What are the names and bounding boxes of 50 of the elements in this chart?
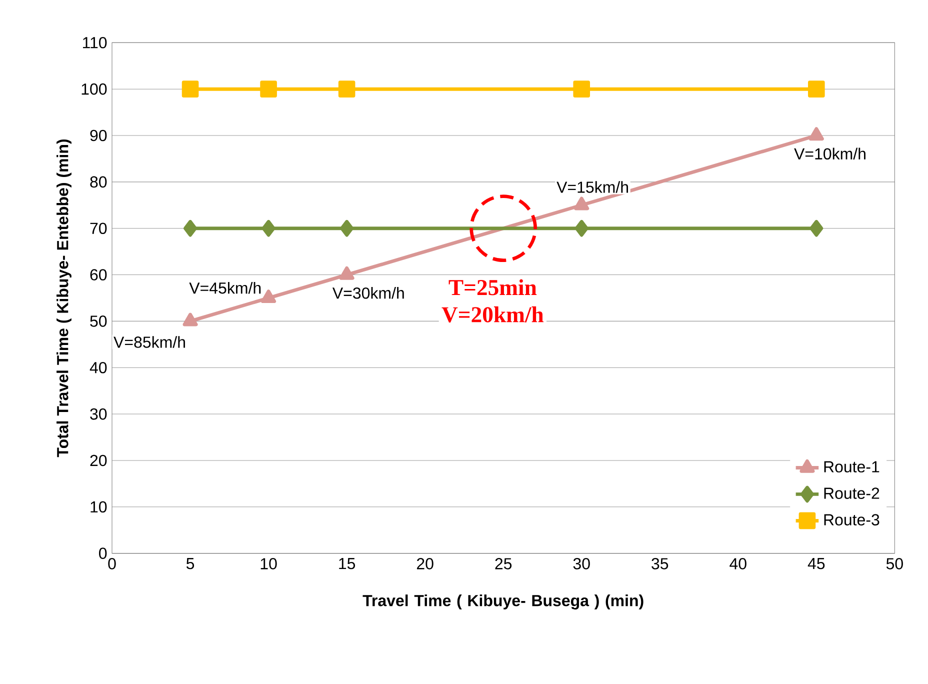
annotation: T=25min — [448, 279, 537, 296]
annotation: V=85km/h — [114, 336, 185, 348]
x-tick-label: 40 — [730, 558, 746, 570]
point — [808, 127, 824, 141]
point — [340, 220, 354, 237]
annotation: V=10km/h — [794, 148, 866, 160]
point — [261, 290, 276, 304]
point — [184, 220, 198, 237]
x-axis-title: Travel Time ( Kibuye- Busega ) (min) — [362, 594, 644, 610]
point — [573, 80, 590, 98]
x-tick-label: 35 — [652, 558, 668, 570]
legend-label: Route-3 — [824, 514, 880, 526]
point — [260, 80, 277, 98]
y-tick-label: 50 — [90, 316, 107, 327]
y-axis-title: Total Travel Time ( Kibuye- Entebbe) (min) — [56, 140, 72, 458]
point — [182, 80, 199, 98]
annotation: V=20km/h — [442, 306, 544, 322]
legend-label: Route-2 — [824, 488, 880, 499]
y-tick-label: 80 — [90, 176, 107, 188]
y-tick-label: 70 — [90, 222, 107, 234]
x-tick-label: 0 — [108, 558, 116, 570]
point — [574, 196, 590, 210]
point — [808, 80, 825, 98]
x-tick-label: 50 — [886, 558, 903, 570]
y-tick-label: 20 — [90, 454, 107, 466]
point — [338, 80, 356, 98]
x-tick-label: 30 — [573, 558, 590, 570]
y-tick-label: 30 — [90, 408, 107, 420]
point — [810, 220, 824, 237]
x-tick-label: 20 — [416, 558, 434, 570]
y-tick-label: 110 — [83, 36, 107, 48]
x-tick-label: 25 — [495, 558, 512, 570]
x-tick-label: 15 — [339, 558, 356, 570]
point — [339, 266, 354, 280]
x-tick-label: 5 — [186, 558, 194, 570]
annotation: V=45km/h — [189, 282, 261, 294]
y-tick-label: 90 — [90, 130, 107, 142]
y-tick-label: 10 — [90, 501, 107, 513]
legend-label: Route-1 — [824, 461, 880, 472]
point — [182, 312, 198, 326]
y-tick-label: 100 — [82, 83, 107, 95]
annotation: V=15km/h — [556, 181, 628, 193]
point — [574, 220, 588, 237]
y-tick-label: 60 — [90, 269, 107, 280]
point — [262, 220, 276, 237]
y-tick-label: 40 — [90, 362, 107, 374]
x-tick-label: 10 — [260, 558, 277, 570]
x-tick-label: 45 — [808, 558, 825, 570]
y-tick-label: 0 — [99, 548, 107, 559]
annotation: V=30km/h — [332, 287, 404, 299]
